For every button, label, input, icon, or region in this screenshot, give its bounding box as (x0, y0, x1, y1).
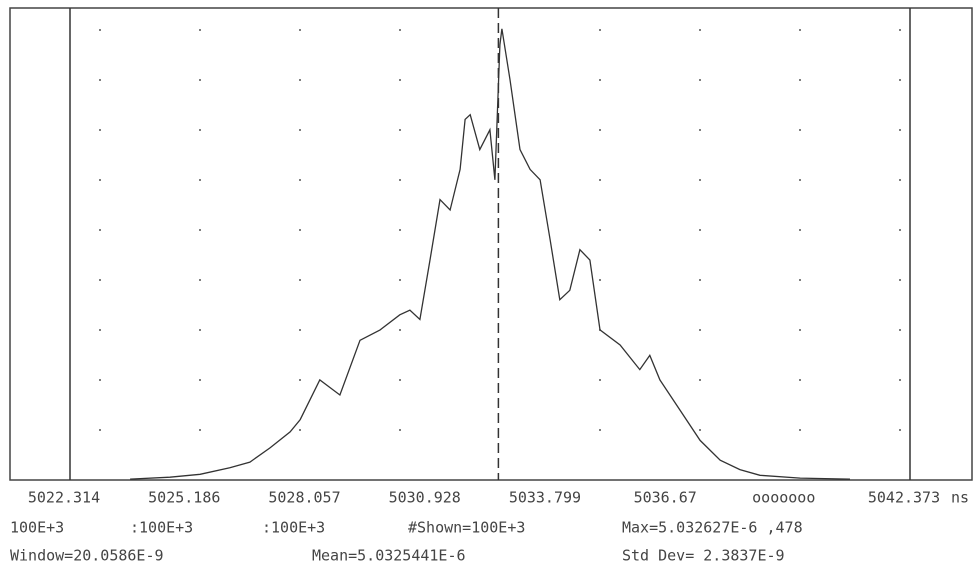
grid-dot (399, 29, 401, 31)
grid-dot (299, 279, 301, 281)
grid-dot (799, 279, 801, 281)
grid-dot (199, 29, 201, 31)
grid-dot (99, 179, 101, 181)
grid-dot (699, 79, 701, 81)
grid-dot (199, 179, 201, 181)
grid-dot (599, 29, 601, 31)
status-text: :100E+3 (262, 519, 325, 537)
grid-dot (99, 129, 101, 131)
screen-divisions (99, 29, 901, 431)
status-text: Window=20.0586E-9 (10, 547, 164, 565)
grid-dot (199, 329, 201, 331)
status-text: Max=5.032627E-6 ,478 (622, 519, 803, 537)
grid-dot (99, 379, 101, 381)
histogram-line (130, 28, 851, 480)
grid-dot (399, 129, 401, 131)
grid-dot (99, 429, 101, 431)
grid-dot (799, 329, 801, 331)
grid-dot (599, 229, 601, 231)
grid-dot (299, 129, 301, 131)
grid-dot (899, 429, 901, 431)
grid-dot (699, 229, 701, 231)
grid-dot (199, 129, 201, 131)
grid-dot (699, 179, 701, 181)
status-text: 100E+3 (10, 519, 64, 537)
grid-dot (799, 79, 801, 81)
grid-dot (899, 129, 901, 131)
grid-dot (199, 279, 201, 281)
grid-dot (199, 379, 201, 381)
grid-dot (799, 229, 801, 231)
status-text: #Shown=100E+3 (408, 519, 525, 537)
grid-dot (399, 79, 401, 81)
grid-dot (899, 379, 901, 381)
grid-dot (299, 179, 301, 181)
grid-dot (99, 79, 101, 81)
x-tick-label: 5036.67 (634, 489, 697, 507)
x-tick-label: 5033.799 (509, 489, 581, 507)
grid-dot (599, 129, 601, 131)
grid-dot (299, 329, 301, 331)
grid-dot (699, 329, 701, 331)
status-text: :100E+3 (130, 519, 193, 537)
grid-dot (199, 229, 201, 231)
grid-dot (699, 379, 701, 381)
grid-dot (599, 179, 601, 181)
grid-dot (199, 429, 201, 431)
x-tick-label: 5028.057 (268, 489, 340, 507)
grid-dot (899, 79, 901, 81)
grid-dot (299, 379, 301, 381)
grid-dot (299, 429, 301, 431)
x-axis-label: ns (951, 489, 969, 507)
grid-dot (199, 79, 201, 81)
x-tick-label: 5022.314 (28, 489, 100, 507)
grid-dot (599, 279, 601, 281)
grid-dot (799, 29, 801, 31)
grid-dot (899, 229, 901, 231)
grid-dot (99, 279, 101, 281)
x-tick-label: ooooooo (752, 489, 815, 507)
grid-dot (299, 29, 301, 31)
x-tick-label: 5042.373 (868, 489, 940, 507)
grid-dot (99, 329, 101, 331)
grid-dot (699, 429, 701, 431)
grid-dot (599, 379, 601, 381)
status-text: Std Dev= 2.3837E-9 (622, 547, 785, 565)
plot-frame (9, 7, 973, 481)
grid-dot (699, 129, 701, 131)
grid-dot (399, 329, 401, 331)
grid-dot (399, 229, 401, 231)
grid-dot (899, 329, 901, 331)
x-tick-label: 5025.186 (148, 489, 220, 507)
grid-dot (299, 79, 301, 81)
status-text: Mean=5.0325441E-6 (312, 547, 466, 565)
grid-dot (899, 29, 901, 31)
x-tick-label: 5030.928 (389, 489, 461, 507)
grid-dot (399, 379, 401, 381)
grid-dot (899, 179, 901, 181)
grid-dot (899, 279, 901, 281)
grid-dot (599, 79, 601, 81)
grid-dot (799, 129, 801, 131)
grid-dot (399, 279, 401, 281)
grid-dot (99, 229, 101, 231)
grid-dot (699, 279, 701, 281)
grid-dot (799, 429, 801, 431)
grid-dot (799, 379, 801, 381)
grid-dot (699, 29, 701, 31)
grid-dot (399, 429, 401, 431)
grid-dot (299, 229, 301, 231)
grid-dot (599, 429, 601, 431)
grid-dot (399, 179, 401, 181)
grid-dot (799, 179, 801, 181)
grid-dot (99, 29, 101, 31)
